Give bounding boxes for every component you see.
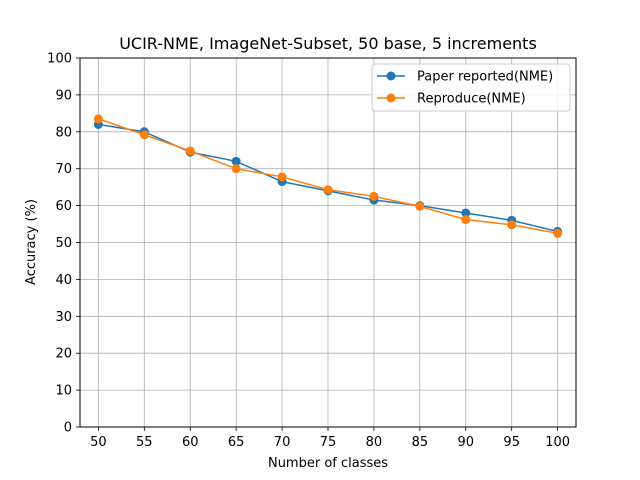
data-point-1 [369,191,379,201]
x-tick-label: 55 [136,435,153,450]
y-tick-label: 40 [55,273,72,288]
legend: Paper reported(NME) Reproduce(NME) [371,63,571,112]
x-tick-label: 80 [366,435,383,450]
data-point-1 [461,215,471,225]
x-axis-title: Number of classes [268,456,388,471]
data-point-1 [139,130,149,140]
y-tick-label: 30 [55,310,72,325]
x-tick-label: 60 [182,435,199,450]
y-tick-label: 10 [55,384,72,399]
y-tick-label: 90 [55,88,72,103]
data-point-0 [231,156,241,166]
y-axis-ticks: 0 10 20 30 40 50 60 70 80 90 100 [47,52,80,436]
y-tick-label: 20 [55,347,72,362]
data-point-1 [93,114,103,124]
legend-marker-reproduce [386,93,396,103]
x-tick-label: 95 [503,435,520,450]
series-layer [93,114,563,238]
x-tick-label: 65 [228,435,245,450]
x-tick-label: 90 [458,435,475,450]
data-point-1 [553,228,563,238]
x-tick-label: 75 [320,435,337,450]
y-tick-label: 70 [55,162,72,177]
data-point-1 [507,220,517,230]
x-tick-label: 100 [545,435,570,450]
y-axis-title: Accuracy (%) [24,199,39,285]
legend-label-reproduce: Reproduce(NME) [417,92,526,107]
data-point-1 [415,201,425,211]
data-point-1 [323,185,333,195]
legend-label-paper: Paper reported(NME) [417,70,553,85]
data-point-1 [231,164,241,174]
legend-marker-paper [386,71,396,81]
y-tick-label: 50 [55,236,72,251]
y-tick-label: 60 [55,199,72,214]
chart-title: UCIR-NME, ImageNet-Subset, 50 base, 5 in… [119,34,537,53]
y-tick-label: 0 [64,421,72,436]
data-point-1 [277,172,287,182]
data-point-0 [461,208,471,218]
x-tick-label: 70 [274,435,291,450]
y-tick-label: 80 [55,125,72,140]
y-tick-label: 100 [47,52,72,67]
x-axis-ticks: 50 55 60 65 70 75 80 85 90 95 100 [90,427,570,450]
x-tick-label: 85 [412,435,429,450]
data-point-1 [185,146,195,156]
x-tick-label: 50 [90,435,107,450]
legend-box [371,63,571,112]
